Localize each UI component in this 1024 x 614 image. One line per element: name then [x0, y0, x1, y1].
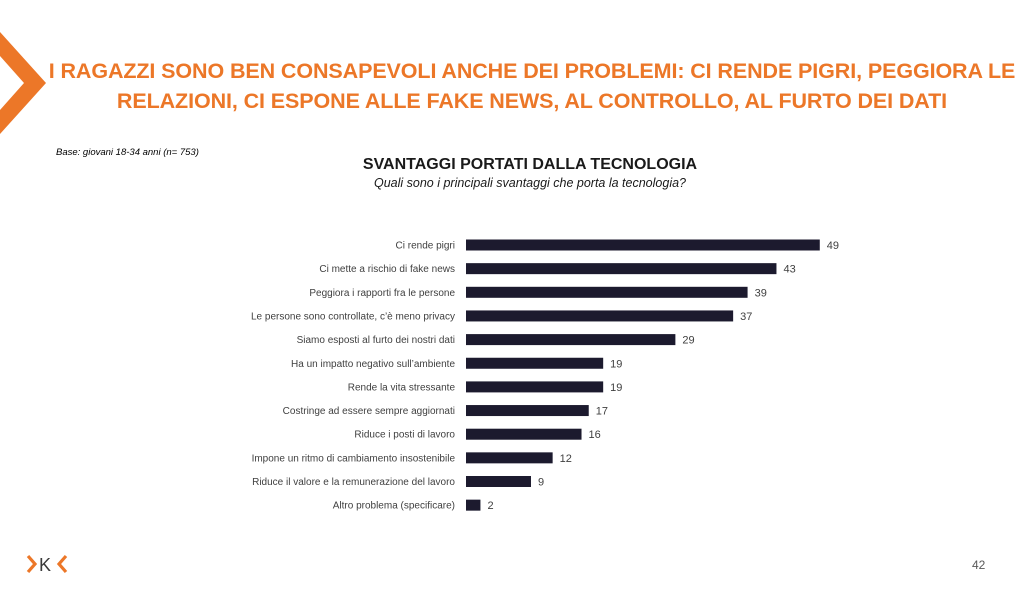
bar: [466, 239, 820, 251]
category-label: Ci rende pigri: [396, 241, 455, 252]
k-chevron-logo-icon: K: [26, 554, 68, 575]
category-label: Peggiora i rapporti fra le persone: [309, 288, 455, 299]
bar: [466, 405, 589, 417]
data-label: 37: [740, 311, 752, 323]
bar: [466, 428, 582, 440]
category-label: Le persone sono controllate, c’è meno pr…: [251, 311, 455, 322]
category-label: Riduce i posti di lavoro: [354, 430, 455, 441]
logo-letter: K: [39, 555, 51, 575]
category-label: Riduce il valore e la remunerazione del …: [252, 477, 455, 488]
chart-subtitle: Quali sono i principali svantaggi che po…: [374, 176, 686, 190]
bar: [466, 499, 481, 511]
data-label: 12: [560, 453, 572, 465]
decorative-chevron-icon: [0, 32, 46, 134]
data-label: 17: [596, 406, 608, 418]
bar: [466, 357, 604, 369]
slide-title-line-2: RELAZIONI, CI ESPONE ALLE FAKE NEWS, AL …: [116, 89, 948, 113]
data-label: 9: [538, 477, 544, 489]
bar: [466, 452, 553, 464]
data-label: 19: [610, 358, 622, 370]
data-label: 39: [755, 287, 767, 299]
page-number: 42: [972, 558, 986, 572]
data-label: 19: [610, 382, 622, 394]
category-label: Siamo esposti al furto dei nostri dati: [297, 335, 455, 346]
data-label: 2: [487, 500, 493, 512]
bar: [466, 476, 531, 487]
category-label: Ci mette a rischio di fake news: [319, 264, 455, 275]
data-label: 49: [827, 240, 839, 252]
category-label: Altro problema (specificare): [333, 501, 455, 512]
data-label: 16: [589, 429, 601, 441]
bar: [466, 381, 604, 393]
base-note: Base: giovani 18-34 anni (n= 753): [56, 147, 199, 158]
category-label: Rende la vita stressante: [348, 382, 456, 393]
bar: [466, 263, 777, 275]
category-label: Ha un impatto negativo sull’ambiente: [291, 359, 455, 370]
category-label: Costringe ad essere sempre aggiornati: [283, 406, 455, 417]
bar: [466, 334, 676, 346]
category-label: Impone un ritmo di cambiamento insosteni…: [252, 453, 456, 464]
bar: [466, 310, 734, 322]
slide-title-line-1: I RAGAZZI SONO BEN CONSAPEVOLI ANCHE DEI…: [48, 59, 1016, 83]
slide-title: I RAGAZZI SONO BEN CONSAPEVOLI ANCHE DEI…: [40, 56, 1024, 116]
data-label: 43: [783, 264, 795, 276]
bar: [466, 286, 748, 298]
data-label: 29: [682, 335, 694, 347]
chart-title: SVANTAGGI PORTATI DALLA TECNOLOGIA: [362, 156, 698, 173]
